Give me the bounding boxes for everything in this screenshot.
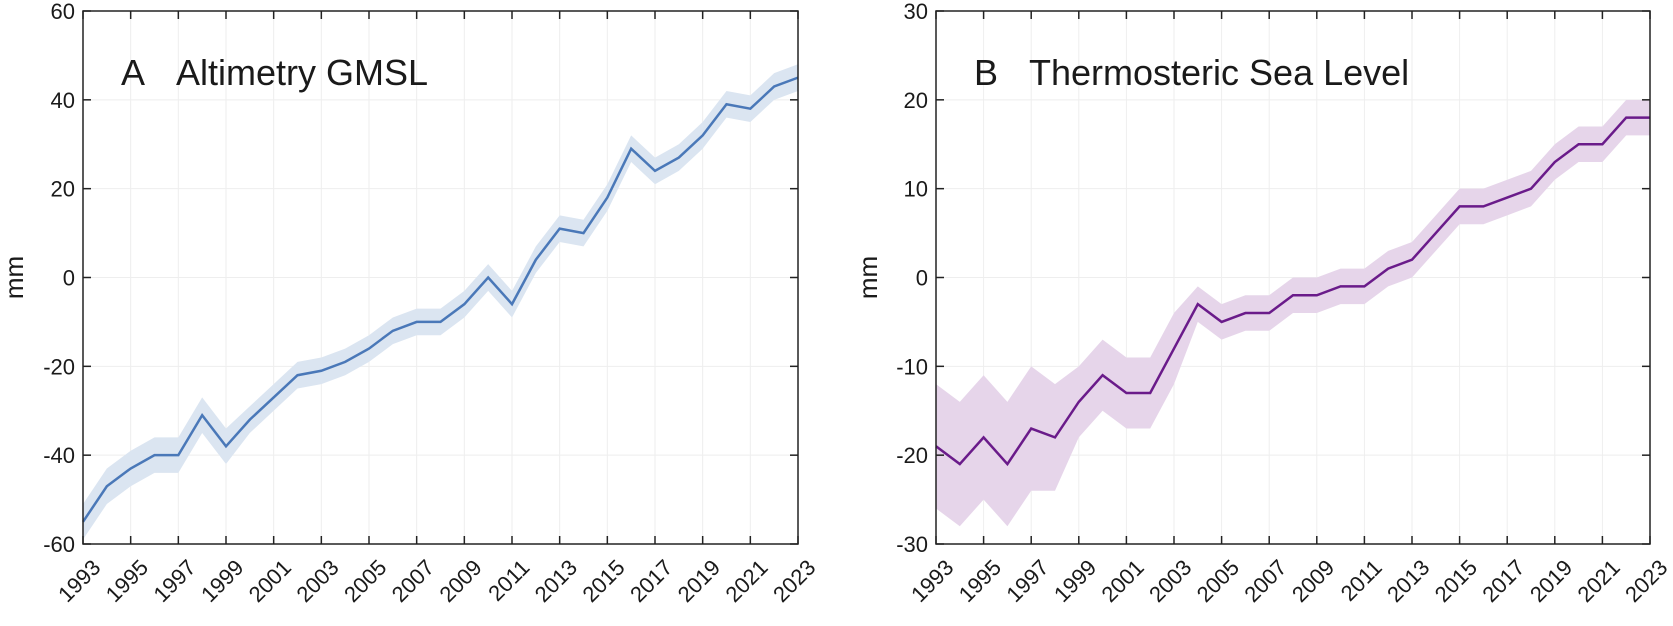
x-tick-label: 1993 bbox=[53, 555, 105, 607]
x-tick-label: 2019 bbox=[673, 555, 725, 607]
x-tick-label: 2001 bbox=[1097, 555, 1149, 607]
x-tick-label: 2013 bbox=[530, 555, 582, 607]
x-tick-label: 2015 bbox=[1430, 555, 1482, 607]
x-tick-label: 2019 bbox=[1525, 555, 1577, 607]
panel-title: Thermosteric Sea Level bbox=[1029, 52, 1409, 93]
y-tick-label: 30 bbox=[904, 0, 928, 24]
x-tick-label: 2003 bbox=[291, 555, 343, 607]
x-tick-label: 2013 bbox=[1382, 555, 1434, 607]
y-tick-label: 20 bbox=[51, 177, 75, 202]
x-tick-label: 2009 bbox=[1287, 555, 1339, 607]
y-tick-label: -20 bbox=[43, 354, 75, 379]
y-tick-label: -10 bbox=[896, 354, 928, 379]
panel: -60 -40 -20 0 20 40 60 199319951997199920012003… bbox=[0, 0, 820, 607]
x-tick-label: 2017 bbox=[625, 555, 677, 607]
x-tick-label: 1993 bbox=[906, 555, 958, 607]
y-tick-label: -30 bbox=[896, 532, 928, 557]
x-tick-label: 1995 bbox=[954, 555, 1006, 607]
panel-label: B bbox=[974, 52, 998, 93]
x-tick-label: 2011 bbox=[1336, 555, 1387, 606]
y-tick-label: -20 bbox=[896, 443, 928, 468]
x-tick-label: 2007 bbox=[387, 555, 439, 607]
panel-title: Altimetry GMSL bbox=[176, 52, 428, 93]
x-tick-label: 2005 bbox=[1192, 555, 1244, 607]
y-tick-label: 0 bbox=[63, 266, 75, 291]
panel-label: A bbox=[121, 52, 145, 93]
y-tick-label: -40 bbox=[43, 443, 75, 468]
y-tick-label: 10 bbox=[904, 177, 928, 202]
y-axis-label: mm bbox=[853, 256, 883, 299]
data-line bbox=[935, 116, 1650, 467]
x-tick-label: 1995 bbox=[101, 555, 153, 607]
x-tick-label: 1997 bbox=[148, 555, 200, 607]
x-tick-label: 2009 bbox=[434, 555, 486, 607]
y-tick-label: 0 bbox=[916, 266, 928, 291]
x-tick-label: 2015 bbox=[577, 555, 629, 607]
x-tick-label: 2003 bbox=[1144, 555, 1196, 607]
panel: -30 -20 -10 0 10 20 30 199319951997199920012003… bbox=[853, 0, 1672, 607]
x-tick-label: 2017 bbox=[1477, 555, 1529, 607]
uncertainty-band bbox=[83, 64, 798, 540]
x-tick-label: 2021 bbox=[1573, 555, 1625, 607]
y-tick-label: 60 bbox=[51, 0, 75, 24]
x-tick-label: 2007 bbox=[1239, 555, 1291, 607]
x-tick-label: 1999 bbox=[1049, 555, 1101, 607]
x-tick-label: 1999 bbox=[196, 555, 248, 607]
x-tick-label: 2023 bbox=[768, 555, 820, 607]
y-tick-label: 40 bbox=[51, 88, 75, 113]
x-tick-label: 2023 bbox=[1620, 555, 1672, 607]
x-tick-label: 2021 bbox=[720, 555, 772, 607]
y-tick-label: 20 bbox=[904, 88, 928, 113]
data-line bbox=[81, 76, 799, 523]
y-axis-label: mm bbox=[0, 256, 29, 299]
y-tick-label: -60 bbox=[43, 532, 75, 557]
x-tick-label: 2005 bbox=[339, 555, 391, 607]
x-tick-label: 2001 bbox=[244, 555, 296, 607]
x-tick-label: 1997 bbox=[1001, 555, 1053, 607]
x-tick-label: 2011 bbox=[483, 555, 534, 606]
uncertainty-band bbox=[936, 99, 1650, 527]
